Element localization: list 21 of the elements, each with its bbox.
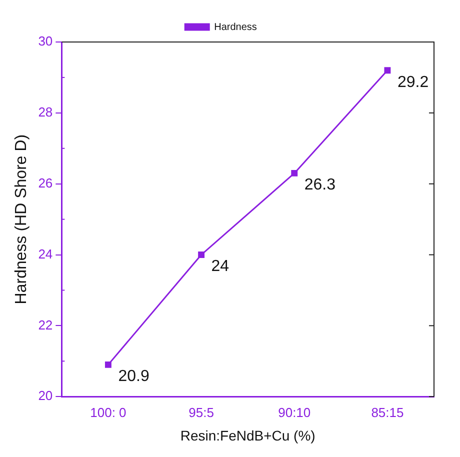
x-axis-title: Resin:FeNdB+Cu (%) bbox=[180, 427, 316, 444]
y-tick-label: 26 bbox=[38, 175, 53, 190]
y-tick-label: 24 bbox=[38, 246, 53, 262]
y-axis-title: Hardness (HD Shore D) bbox=[13, 134, 30, 304]
point bbox=[291, 170, 298, 176]
data-label: 26.3 bbox=[304, 176, 336, 194]
x-tick-label: 85:15 bbox=[371, 404, 404, 420]
x-tick-label: 90:10 bbox=[278, 404, 311, 420]
y-tick-label: 22 bbox=[38, 317, 53, 332]
y-tick-label: 28 bbox=[38, 104, 53, 120]
data-label: 20.9 bbox=[118, 368, 150, 386]
y-tick-label: 30 bbox=[38, 34, 53, 49]
point bbox=[198, 252, 205, 258]
data-label: 24 bbox=[211, 258, 230, 276]
point bbox=[104, 361, 112, 368]
x-tick-label: 95:5 bbox=[188, 404, 214, 420]
x-tick-label: 100: 0 bbox=[90, 404, 126, 420]
point bbox=[384, 67, 391, 74]
legend-label: Hardness bbox=[214, 22, 257, 33]
data-label: 29.2 bbox=[397, 74, 429, 91]
y-tick-label: 20 bbox=[38, 388, 53, 404]
